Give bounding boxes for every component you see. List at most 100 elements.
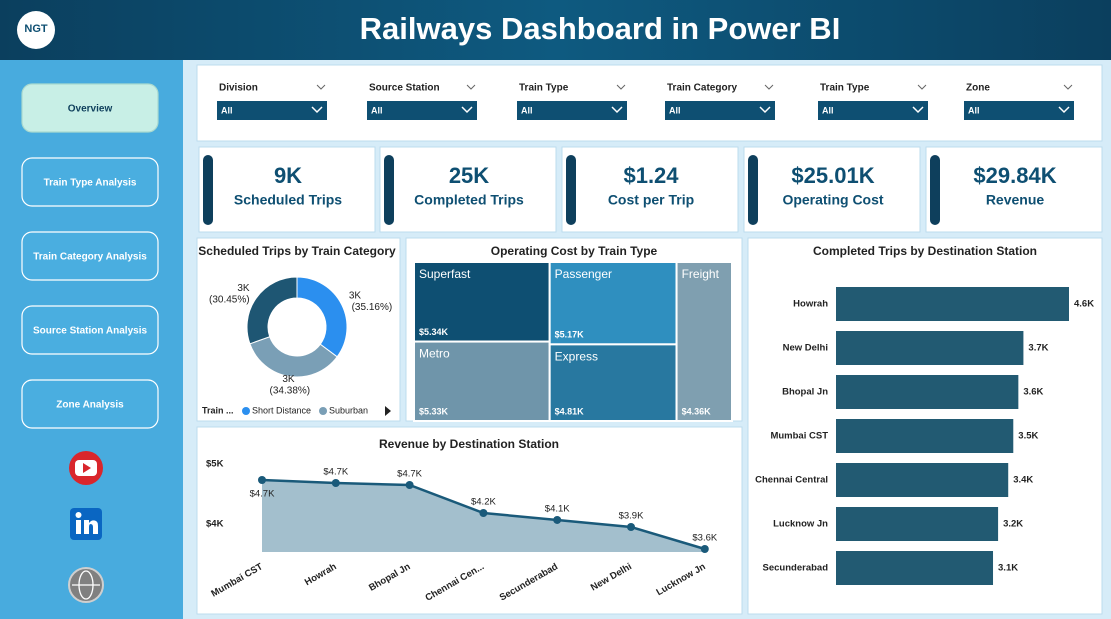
legend-title: Train ... [202,405,234,415]
filter-chevron [316,84,326,90]
filter-dropdown[interactable] [665,101,775,120]
data-label: 3.5K [1018,431,1038,442]
treemap-tile [413,261,551,343]
data-label: $4.7K [323,467,348,478]
kpi-label: Operating Cost [782,192,883,208]
kpi-card [925,146,1103,233]
category-label: New Delhi [783,343,828,354]
chart-title: Revenue by Destination Station [379,437,559,451]
filter-label: Zone [966,83,990,94]
point [553,515,562,524]
filter-value: All [968,105,980,115]
data-label: 4.6K [1074,299,1094,310]
kpi-label: Revenue [986,192,1045,208]
filter-value: All [521,105,533,115]
kpi-value: 25K [449,163,489,188]
tile-label: Express [555,350,598,364]
filter-value: All [669,105,681,115]
data-label: $3.6K [692,533,717,544]
kpi-card [561,146,739,233]
chart-title: Operating Cost by Train Type [491,244,658,258]
tile-value: $4.36K [682,406,712,416]
kpi-accent [930,155,940,225]
logo-text: NGT [24,23,48,35]
point [331,479,340,488]
nav-label: Source Station Analysis [33,326,148,337]
kpi-label: Completed Trips [414,192,524,208]
dropdown-chevron [311,106,323,114]
filter-label: Division [219,83,258,94]
kpi-accent [566,155,576,225]
kpi-value: $1.24 [623,163,679,188]
filter-chevron [466,84,476,90]
page-title: Railways Dashboard in Power BI [360,11,841,46]
filter-dropdown[interactable] [818,101,928,120]
category-label: Lucknow Jn [773,519,828,530]
label-line: (30.45%) [206,294,249,305]
point [479,509,488,518]
nav-label: Overview [68,104,113,115]
data-label: 3.4K [1013,475,1033,486]
kpi-value: $29.84K [973,163,1056,188]
legend-marker [319,407,328,415]
filter-chevron [616,84,626,90]
treemap-tile [548,343,678,422]
filter-dropdown[interactable] [217,101,327,120]
youtube-icon[interactable] [69,451,103,485]
category-label: Mumbai CST [770,431,828,442]
filter-label: Source Station [369,83,440,94]
y-tick-label: $4K [206,519,224,530]
filter-label: Train Category [667,83,737,94]
nav-label: Train Category Analysis [33,252,147,263]
kpi-card [743,146,921,233]
bar [836,551,994,585]
data-label: $3.9K [619,511,644,522]
filter-chevron [764,84,774,90]
tile-label: Superfast [419,267,471,281]
filter-label: Train Type [519,83,569,94]
bar [836,331,1024,365]
chart-title: Scheduled Trips by Train Category [198,244,396,258]
dropdown-chevron [759,106,771,114]
donut-panel [196,237,401,422]
nav-button[interactable] [21,157,159,207]
tile-value: $5.17K [555,330,585,340]
nav-button[interactable] [21,231,159,281]
point [700,545,709,554]
nav-button[interactable] [21,379,159,429]
label-line: (35.16%) [349,302,392,313]
kpi-card [198,146,376,233]
nav-label: Zone Analysis [56,400,124,411]
filter-dropdown[interactable] [517,101,627,120]
filter-dropdown[interactable] [964,101,1074,120]
kpi-accent [748,155,758,225]
linkedin-i [76,520,81,534]
data-label: 3.6K [1023,387,1043,398]
kpi-accent [384,155,394,225]
data-label: 3K (34.38%) [267,374,310,397]
nav-label: Train Type Analysis [44,178,137,189]
tile-label: Freight [682,267,720,281]
linkedin-dot [75,512,82,518]
label-line: 3K [349,290,362,301]
linkedin-icon[interactable] [70,508,102,540]
filter-chevron [1063,84,1073,90]
legend-scroll[interactable] [385,406,391,416]
kpi-card [379,146,557,233]
nav-button[interactable] [21,83,159,133]
legend-label: Suburban [329,405,368,415]
tile-label: Passenger [555,267,612,281]
data-label: 3K (30.45%) [206,283,250,306]
website-icon[interactable] [68,567,104,603]
tile-value: $5.33K [419,406,449,416]
category-label: Secunderabad [763,563,829,574]
data-label: 3.1K [998,563,1018,574]
data-label: $4.1K [545,503,570,514]
filter-dropdown[interactable] [367,101,477,120]
tile-value: $5.34K [419,327,449,337]
nav-button[interactable] [21,305,159,355]
label-line: (34.38%) [267,385,310,396]
point [258,476,266,485]
filter-value: All [371,105,383,115]
